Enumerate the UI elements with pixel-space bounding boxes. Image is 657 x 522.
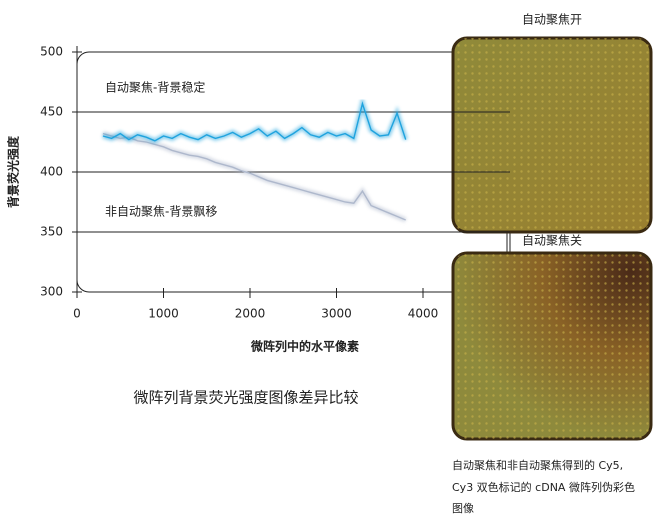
microarray-spots [453, 253, 651, 439]
x-tick-label: 2000 [235, 307, 266, 321]
caption: 微阵列背景荧光强度图像差异比较 [133, 389, 358, 407]
x-axis-label: 微阵列中的水平像素 [250, 339, 359, 354]
x-tick-label: 1000 [148, 307, 179, 321]
image-caption: 自动聚焦和非自动聚焦得到的 Cy5, [452, 458, 623, 472]
microarray-spots [453, 38, 651, 232]
annotation: 自动聚焦-背景稳定 [105, 80, 205, 95]
chart: 背景荧光强度 微阵列中的水平像素 微阵列背景荧光强度图像差异比较 自动聚焦-背景… [0, 0, 657, 518]
image-title: 自动聚焦开 [522, 13, 582, 27]
image-caption: Cy3 双色标记的 cDNA 微阵列伪彩色 [452, 480, 635, 494]
y-tick-label: 500 [40, 45, 63, 59]
x-tick-label: 4000 [408, 307, 439, 321]
y-axis-label: 背景荧光强度 [6, 135, 21, 208]
y-tick-label: 450 [40, 105, 63, 119]
y-tick-label: 300 [40, 285, 63, 299]
x-tick-label: 3000 [321, 307, 352, 321]
y-tick-label: 400 [40, 165, 63, 179]
image-caption: 图像 [452, 502, 474, 515]
annotation: 非自动聚焦-背景飘移 [105, 205, 217, 219]
y-tick-label: 350 [40, 225, 63, 239]
x-tick-label: 0 [73, 307, 81, 321]
image-title: 自动聚焦关 [522, 234, 582, 248]
line-glow [103, 104, 406, 141]
